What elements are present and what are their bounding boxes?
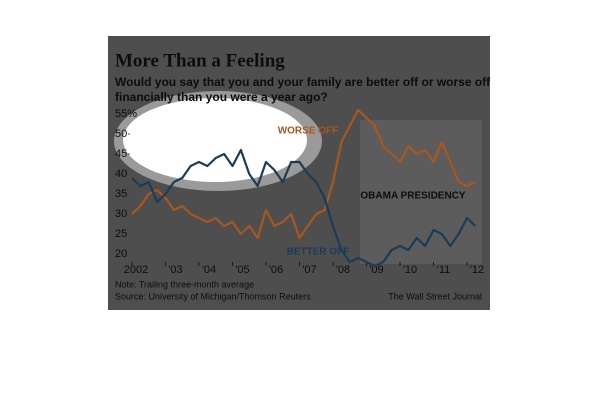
series-line [131,148,477,268]
source: Source: University of Michigan/Thomson R… [115,291,311,301]
y-tick-label: 20 [115,248,127,260]
y-tick-label: 50 [115,128,127,140]
credit: The Wall Street Journal [388,291,482,301]
presidency-shade [360,120,482,264]
y-tick-label: 55% [115,108,137,120]
y-tick-label: 40 [115,168,127,180]
x-tick-label: '05 [235,264,249,276]
x-tick-label: '11 [437,264,451,276]
y-tick-label: 35 [115,188,127,200]
y-tick-label: 30 [115,208,127,220]
series-label: BETTER OFF [287,247,350,258]
subtitle-line: financially than you were a year ago? [115,90,328,104]
x-tick-label: '10 [403,264,417,276]
x-tick-label: '07 [302,264,316,276]
note: Note: Trailing three-month average [115,279,254,289]
x-tick-label: '04 [202,264,216,276]
x-tick-label: '06 [269,264,283,276]
annotation: OBAMA PRESIDENCY [360,191,466,202]
series-label: WORSE OFF [278,126,339,137]
x-tick-label: '08 [336,264,350,276]
y-tick-label: 45 [115,148,127,160]
highlight-blob [123,98,307,182]
chart-title: More Than a Feeling [115,50,285,71]
subtitle-line: Would you say that you and your family a… [115,75,491,89]
x-tick-label: '09 [369,264,383,276]
x-tick-label: '03 [168,264,182,276]
series-line [131,108,476,240]
x-tick-label: 2002 [124,264,148,276]
y-tick-label: 25 [115,228,127,240]
x-tick-label: '12 [470,264,484,276]
